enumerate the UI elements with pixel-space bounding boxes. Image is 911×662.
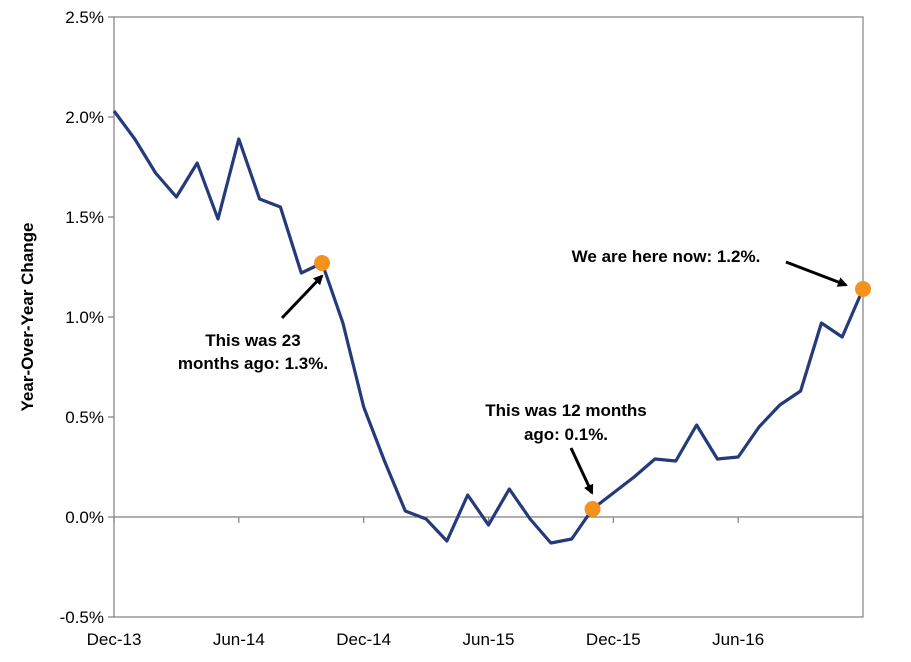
x-axis-ticks: Dec-13 Jun-14 Dec-14 Jun-15 Dec-15 Jun-16 — [87, 517, 764, 649]
annotation-arrow — [569, 447, 594, 495]
annotation-text: We are here now: 1.2%. — [572, 247, 761, 266]
annotation-arrow — [785, 260, 848, 287]
y-tick-label: 1.0% — [65, 308, 104, 327]
x-tick-label: Jun-14 — [213, 630, 265, 649]
plot-area — [113, 16, 864, 618]
y-tick-label: -0.5% — [60, 608, 104, 627]
annotation-text: This was 12 months — [485, 401, 647, 420]
annotation-arrow — [280, 274, 324, 320]
y-axis-ticks: -0.5% 0.0% 0.5% 1.0% 1.5% 2.0% 2.5% — [60, 8, 114, 627]
annotation-text: This was 23 — [205, 331, 300, 350]
highlight-point — [314, 255, 331, 271]
x-tick-label: Dec-13 — [87, 630, 142, 649]
y-tick-label: 1.5% — [65, 208, 104, 227]
annotation-here-now: We are here now: 1.2%. — [572, 247, 848, 287]
y-tick-label: 0.5% — [65, 408, 104, 427]
annotation-23-months: This was 23 months ago: 1.3%. — [178, 274, 328, 373]
highlighted-points — [314, 255, 871, 517]
x-tick-label: Jun-16 — [712, 630, 764, 649]
y-axis-label: Year-Over-Year Change — [18, 223, 37, 412]
highlight-point — [584, 501, 601, 517]
y-tick-label: 2.5% — [65, 8, 104, 27]
x-tick-label: Dec-14 — [336, 630, 391, 649]
highlight-point — [855, 281, 871, 297]
annotation-text: ago: 0.1%. — [524, 425, 608, 444]
y-tick-label: 2.0% — [65, 108, 104, 127]
annotation-text: months ago: 1.3%. — [178, 354, 328, 373]
x-tick-label: Dec-15 — [586, 630, 641, 649]
series-line — [112, 110, 865, 545]
y-tick-label: 0.0% — [65, 508, 104, 527]
x-tick-label: Jun-15 — [463, 630, 515, 649]
annotation-12-months: This was 12 months ago: 0.1%. — [485, 401, 647, 495]
